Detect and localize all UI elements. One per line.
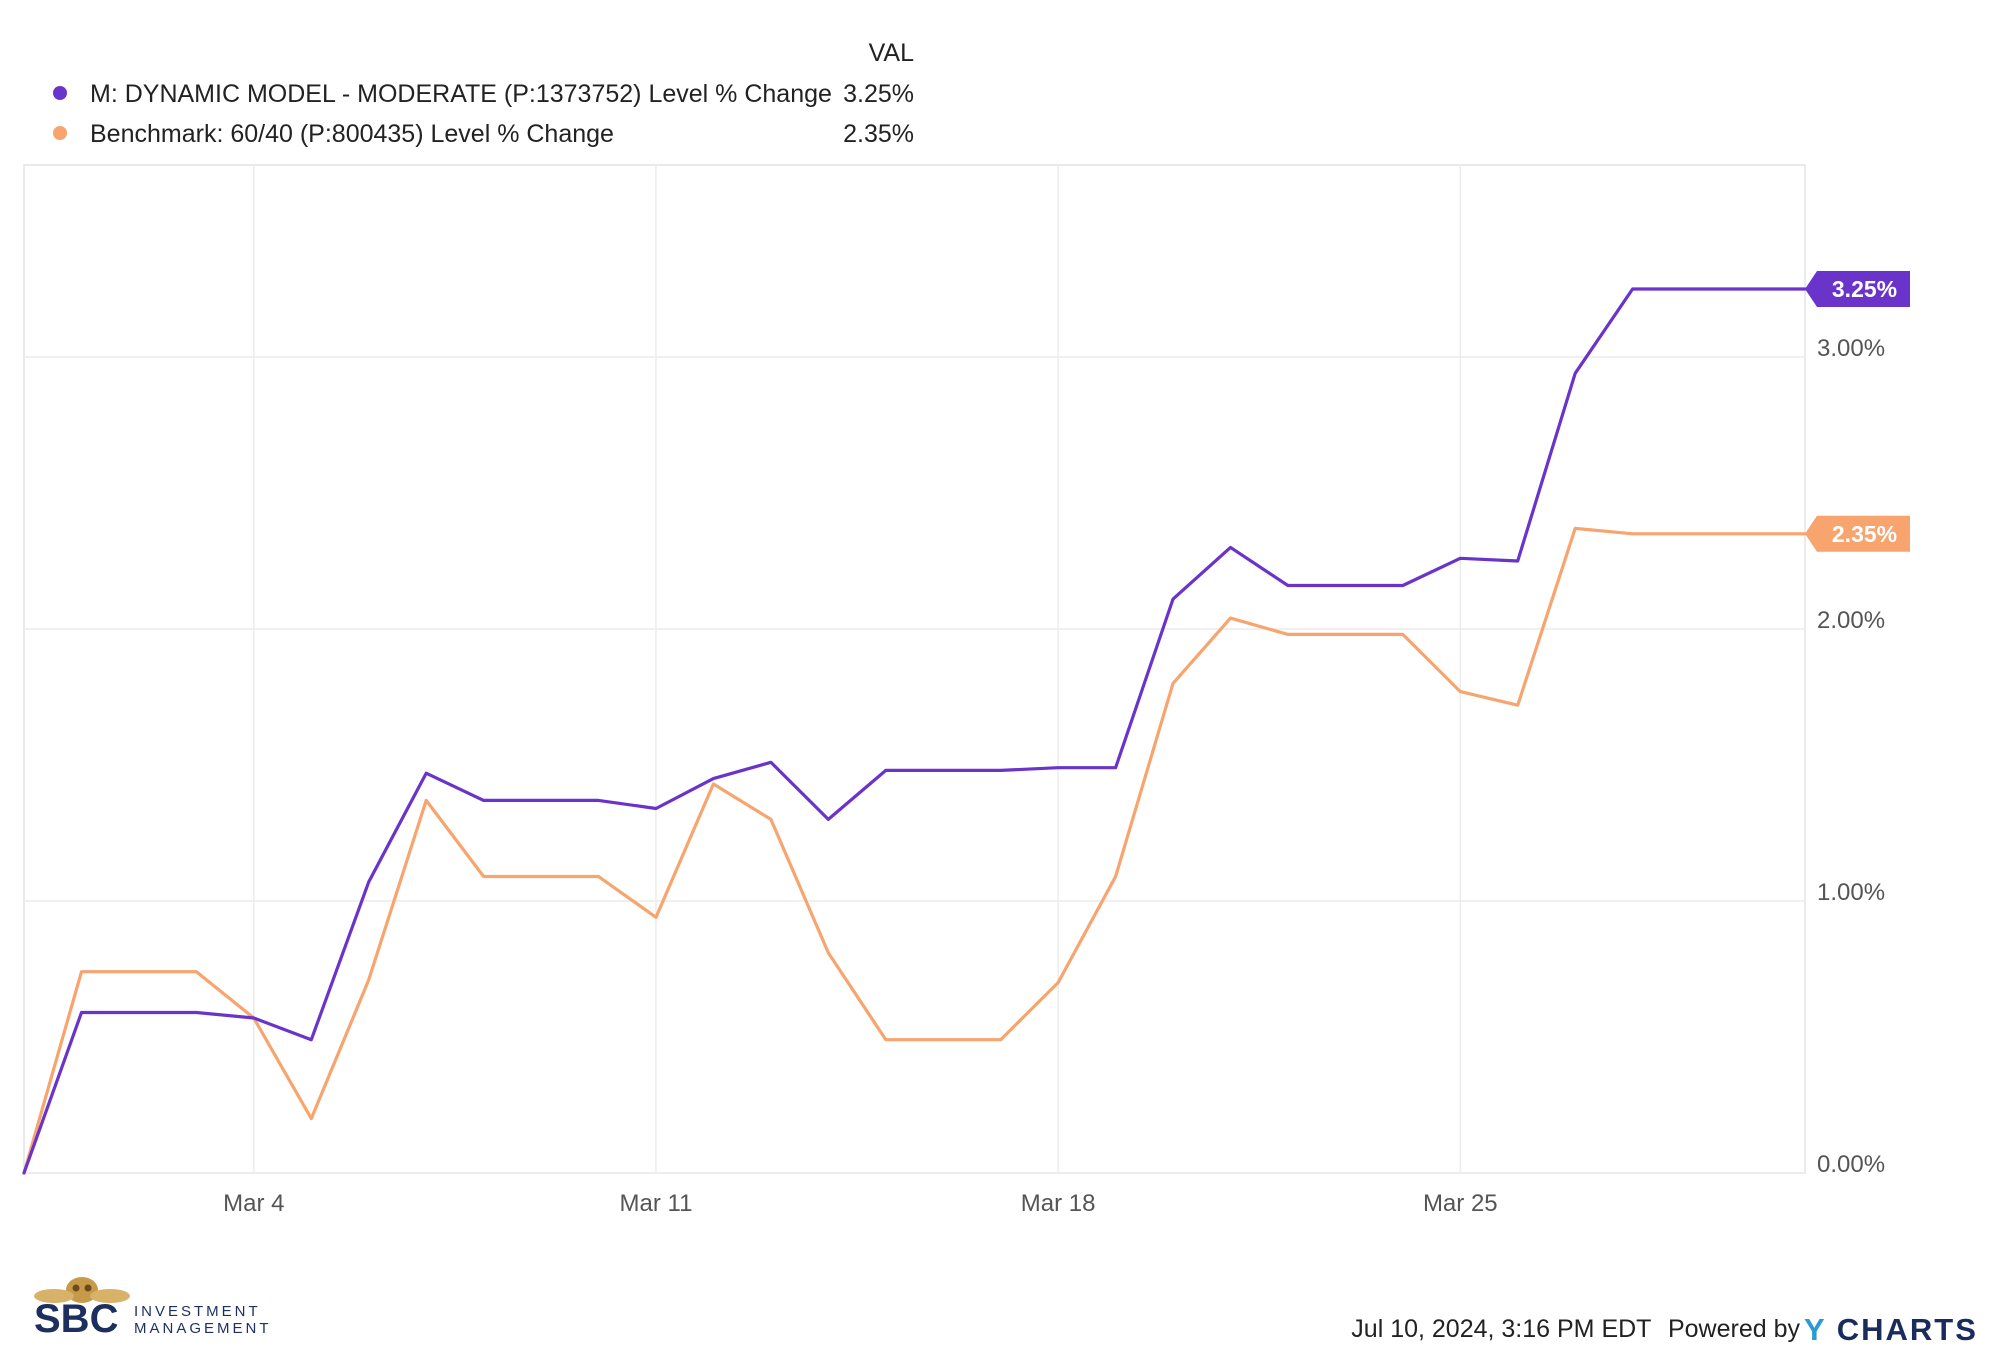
x-tick-label: Mar 4 xyxy=(223,1190,284,1217)
badge-shape xyxy=(1805,515,1910,552)
logo-line-1: INVESTMENT xyxy=(134,1303,261,1320)
legend-value-benchmark: 2.35% xyxy=(843,120,914,148)
footer: Jul 10, 2024, 3:16 PM EDT Powered by Y C… xyxy=(1351,1312,1978,1347)
ycharts-brand[interactable]: Y CHARTS xyxy=(1804,1312,1978,1347)
series-line-model xyxy=(22,287,1807,1175)
vertical-gridlines xyxy=(253,165,1462,1173)
y-tick-label: 3.00% xyxy=(1817,335,1885,362)
x-tick-label: Mar 25 xyxy=(1423,1190,1498,1217)
end-value-badges: 3.25% 2.35% xyxy=(1805,271,1910,552)
owl-icon xyxy=(34,1277,130,1303)
x-tick-label: Mar 18 xyxy=(1021,1190,1096,1217)
logo-line-2: MANAGEMENT xyxy=(134,1320,272,1337)
y-axis-labels: 0.00% 1.00% 2.00% 3.00% xyxy=(1817,335,1885,1178)
legend-label-model[interactable]: M: DYNAMIC MODEL - MODERATE (P:1373752) … xyxy=(90,80,832,108)
legend: VAL M: DYNAMIC MODEL - MODERATE (P:13737… xyxy=(53,39,914,148)
x-axis-labels: Mar 4 Mar 11 Mar 18 Mar 25 xyxy=(223,1190,1498,1217)
ycharts-name: CHARTS xyxy=(1837,1312,1978,1347)
legend-marker-model xyxy=(53,86,67,100)
y-tick-label: 1.00% xyxy=(1817,879,1885,906)
end-badge-model: 3.25% xyxy=(1805,271,1910,307)
plot-area: Mar 4 Mar 11 Mar 18 Mar 25 0.00% 1.00% 2.00% 3… xyxy=(22,164,1910,1217)
plot-frame xyxy=(23,164,1806,1174)
end-badge-benchmark: 2.35% xyxy=(1805,515,1910,552)
ycharts-y-icon: Y xyxy=(1804,1312,1826,1347)
badge-value: 3.25% xyxy=(1832,276,1897,302)
horizontal-gridlines xyxy=(24,356,1805,1174)
sbc-logo: SBC INVESTMENT MANAGEMENT xyxy=(34,1277,272,1341)
legend-label-benchmark[interactable]: Benchmark: 60/40 (P:800435) Level % Chan… xyxy=(90,120,614,148)
legend-marker-benchmark xyxy=(53,126,67,140)
y-tick-label: 0.00% xyxy=(1817,1151,1885,1178)
logo-initials: SBC xyxy=(34,1297,118,1341)
badge-shape xyxy=(1805,271,1910,307)
powered-by: Powered by xyxy=(1668,1315,1801,1343)
timestamp: Jul 10, 2024, 3:16 PM EDT xyxy=(1351,1315,1651,1343)
legend-value-model: 3.25% xyxy=(843,80,914,108)
y-tick-label: 2.00% xyxy=(1817,607,1885,634)
series-line-benchmark xyxy=(22,526,1807,1175)
series-lines xyxy=(22,287,1807,1175)
legend-header: VAL xyxy=(869,39,914,67)
badge-value: 2.35% xyxy=(1832,521,1897,547)
x-tick-label: Mar 11 xyxy=(620,1190,693,1217)
footer-timestamp: Jul 10, 2024, 3:16 PM EDT Powered by xyxy=(1351,1315,1800,1343)
